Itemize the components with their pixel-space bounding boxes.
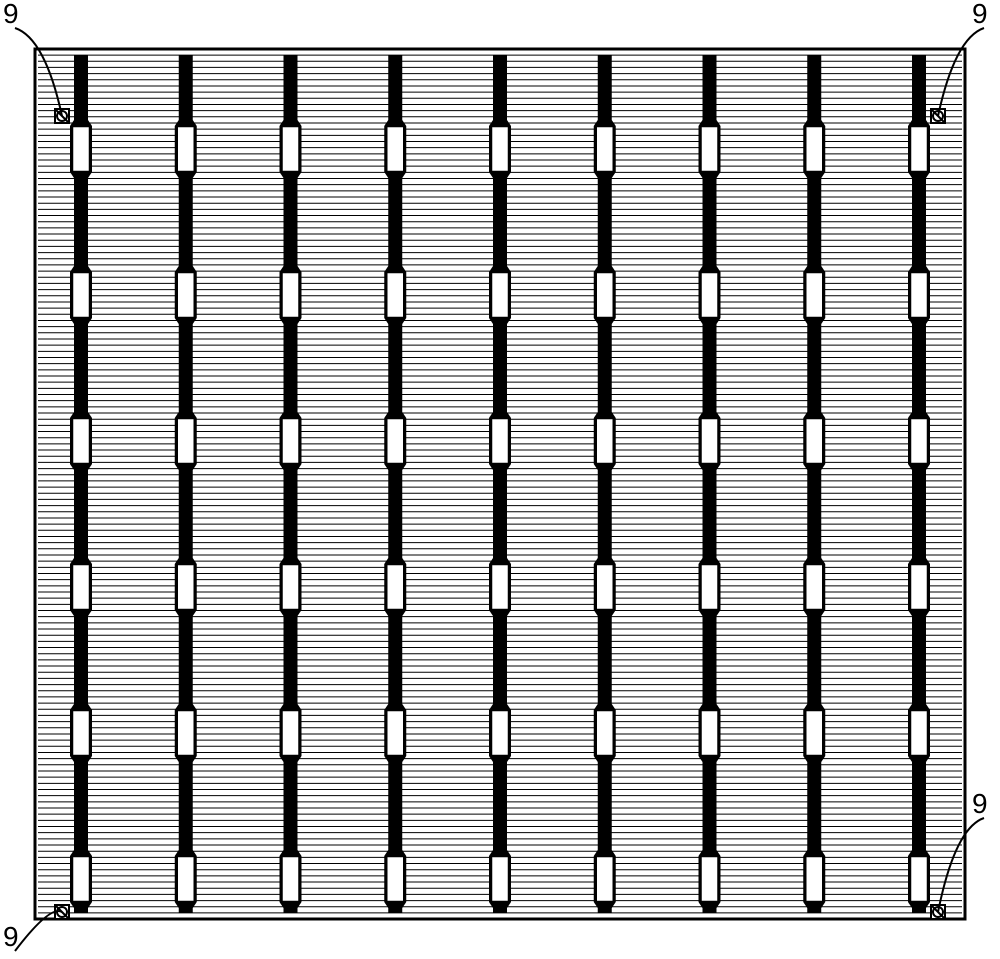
contact-pad — [386, 856, 404, 902]
contact-pad — [386, 272, 404, 318]
contact-pad — [177, 710, 195, 756]
contact-pad — [596, 710, 614, 756]
callout-label: 9 — [3, 0, 19, 28]
diagram-svg — [0, 0, 1000, 959]
contact-pad — [596, 272, 614, 318]
callout-label: 9 — [972, 790, 988, 818]
contact-pad — [386, 126, 404, 172]
contact-pad — [386, 564, 404, 610]
contact-pad — [282, 564, 300, 610]
contact-pad — [491, 418, 509, 464]
contact-pad — [282, 710, 300, 756]
contact-pad — [491, 710, 509, 756]
contact-pad — [701, 272, 719, 318]
contact-pad — [177, 564, 195, 610]
contact-pad — [282, 418, 300, 464]
contact-pad — [701, 856, 719, 902]
contact-pad — [910, 418, 928, 464]
contact-pad — [805, 272, 823, 318]
contact-pad — [177, 272, 195, 318]
callout-label: 9 — [3, 923, 19, 951]
contact-pad — [72, 564, 90, 610]
contact-pad — [701, 710, 719, 756]
contact-pad — [596, 418, 614, 464]
contact-pad — [910, 126, 928, 172]
contact-pad — [910, 564, 928, 610]
contact-pad — [596, 126, 614, 172]
contact-pad — [177, 856, 195, 902]
contact-pad — [177, 418, 195, 464]
contact-pad — [596, 564, 614, 610]
contact-pad — [805, 856, 823, 902]
contact-pad — [72, 856, 90, 902]
contact-pad — [282, 126, 300, 172]
contact-pad — [805, 126, 823, 172]
contact-pad — [701, 126, 719, 172]
contact-pad — [701, 418, 719, 464]
contact-pad — [386, 710, 404, 756]
contact-pad — [805, 564, 823, 610]
contact-pad — [72, 710, 90, 756]
contact-pad — [282, 856, 300, 902]
contact-pad — [177, 126, 195, 172]
contact-pad — [701, 564, 719, 610]
contact-pad — [491, 126, 509, 172]
contact-pad — [386, 418, 404, 464]
contact-pad — [910, 856, 928, 902]
contact-pad — [596, 856, 614, 902]
contact-pad — [805, 710, 823, 756]
contact-pad — [491, 272, 509, 318]
contact-pad — [491, 564, 509, 610]
contact-pad — [72, 418, 90, 464]
contact-pad — [805, 418, 823, 464]
contact-pad — [910, 272, 928, 318]
contact-pad — [72, 126, 90, 172]
contact-pad — [910, 710, 928, 756]
contact-pad — [491, 856, 509, 902]
callout-label: 9 — [972, 0, 988, 28]
contact-pad — [72, 272, 90, 318]
contact-pad — [282, 272, 300, 318]
